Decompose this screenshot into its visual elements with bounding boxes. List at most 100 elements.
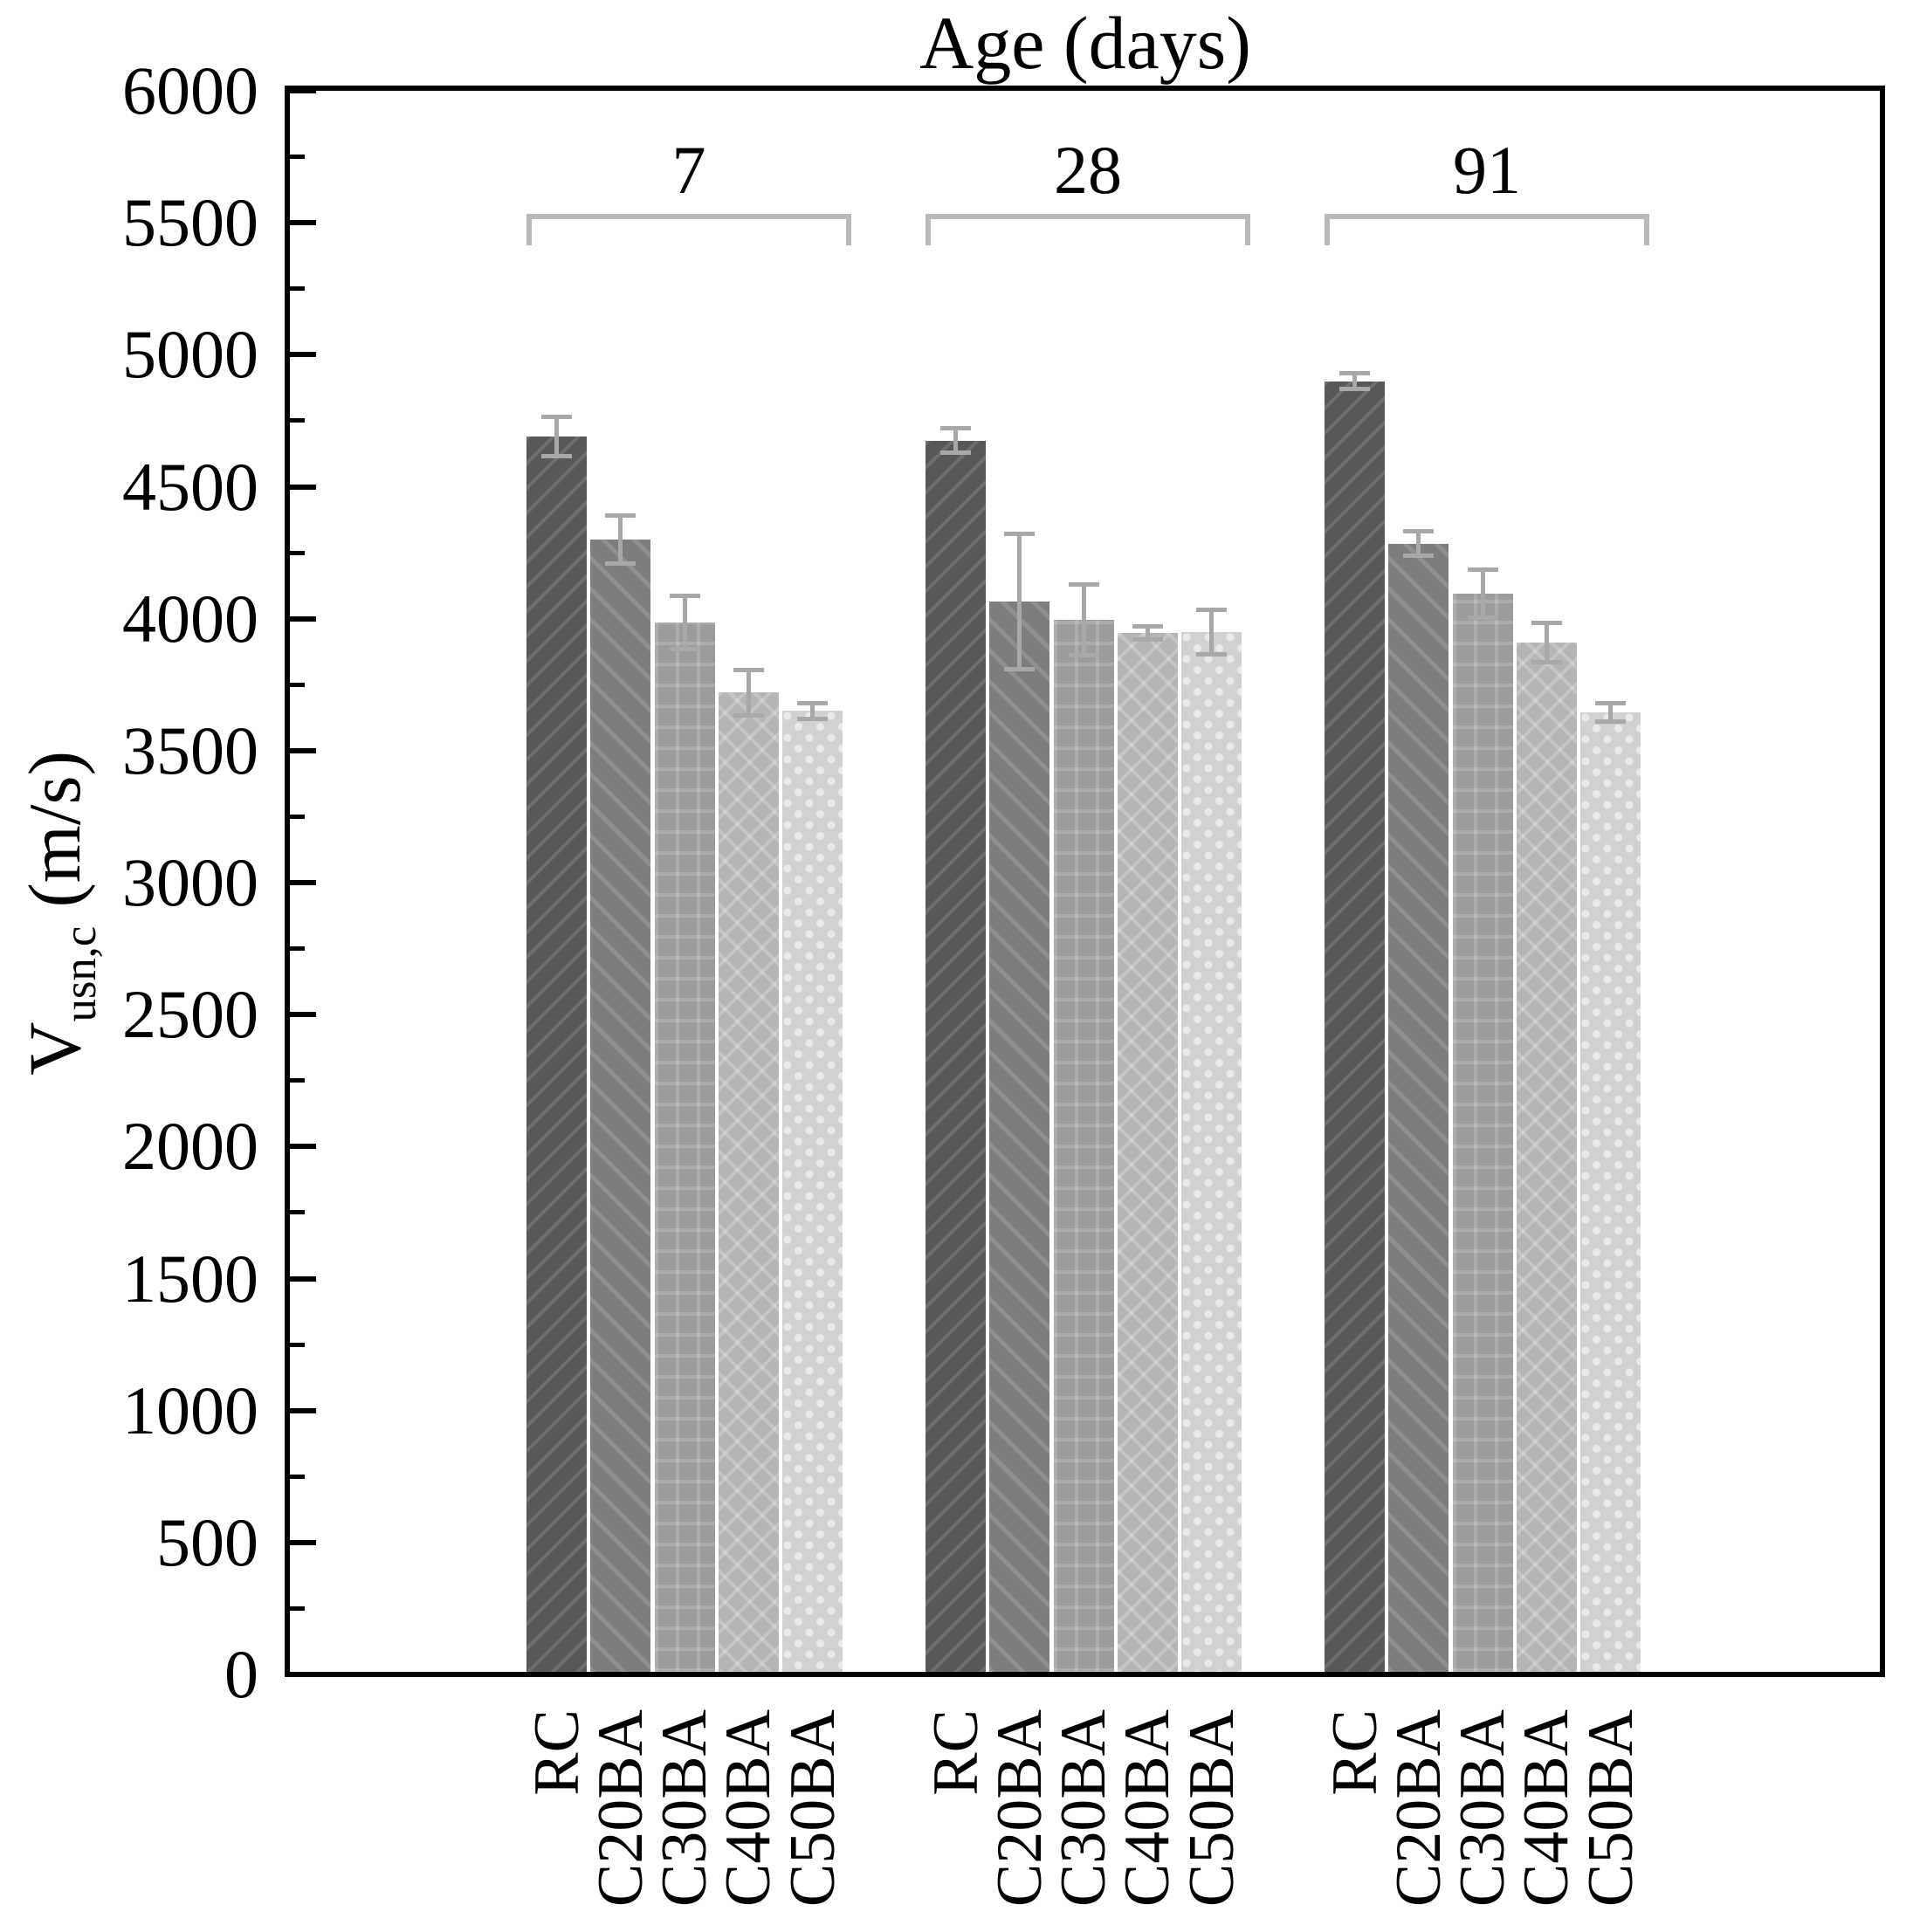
error-bar-cap-top bbox=[1339, 370, 1370, 375]
y-minor-tick bbox=[290, 286, 305, 292]
error-bar-cap-bottom bbox=[1531, 660, 1562, 665]
bar-c20ba-age91 bbox=[1388, 543, 1449, 1672]
error-bar-cap-bottom bbox=[733, 712, 764, 718]
error-bar-stem bbox=[1480, 569, 1485, 618]
bar-c30ba-age28 bbox=[1053, 620, 1114, 1672]
error-bar-stem bbox=[1145, 626, 1150, 640]
error-bar-cap-top bbox=[797, 700, 828, 705]
error-bar-cap-top bbox=[1595, 700, 1626, 705]
error-bar-cap-top bbox=[669, 594, 700, 599]
y-major-tick bbox=[290, 220, 316, 226]
bar-rc-age91 bbox=[1325, 381, 1385, 1672]
y-tick-label: 4500 bbox=[122, 448, 258, 525]
y-major-tick bbox=[290, 1012, 316, 1018]
bar-c40ba-age7 bbox=[718, 692, 779, 1672]
y-major-tick bbox=[290, 747, 316, 753]
y-tick-label: 500 bbox=[156, 1503, 258, 1580]
bar-c30ba-age7 bbox=[654, 622, 715, 1672]
y-minor-tick bbox=[290, 550, 305, 555]
error-bar-stem bbox=[810, 703, 815, 719]
bar-c50ba-age28 bbox=[1181, 631, 1242, 1672]
y-minor-tick bbox=[290, 814, 305, 819]
error-bar-cap-top bbox=[1196, 607, 1227, 612]
y-major-tick bbox=[290, 1539, 316, 1545]
error-bar-cap-top bbox=[1068, 581, 1099, 587]
x-tick-label-c30ba: C30BA bbox=[1048, 1709, 1119, 1908]
y-minor-tick bbox=[290, 1474, 305, 1479]
x-tick-label-c40ba: C40BA bbox=[1510, 1709, 1583, 1908]
error-bar-cap-top bbox=[1467, 567, 1498, 573]
error-bar-cap-top bbox=[1132, 624, 1163, 629]
error-bar-stem bbox=[1017, 533, 1022, 670]
x-tick-label-rc: RC bbox=[1318, 1709, 1391, 1796]
age-group-label: 28 bbox=[1054, 132, 1122, 208]
x-tick-label-c40ba: C40BA bbox=[1111, 1709, 1184, 1908]
x-tick-label-c50ba: C50BA bbox=[776, 1709, 849, 1908]
x-tick-label-c20ba: C20BA bbox=[983, 1709, 1056, 1908]
bar-c20ba-age28 bbox=[989, 602, 1050, 1672]
bar-rc-age28 bbox=[926, 440, 986, 1672]
error-bar-cap-top bbox=[733, 668, 764, 673]
error-bar-cap-top bbox=[605, 513, 637, 519]
y-tick-label: 6000 bbox=[122, 52, 258, 128]
y-minor-tick bbox=[290, 946, 305, 952]
y-minor-tick bbox=[290, 155, 305, 160]
y-tick-label: 5000 bbox=[122, 316, 258, 393]
y-minor-tick bbox=[290, 418, 305, 423]
x-tick-label-rc: RC bbox=[919, 1709, 992, 1796]
bar-c50ba-age7 bbox=[782, 711, 843, 1672]
x-tick-label-c50ba: C50BA bbox=[1175, 1709, 1248, 1908]
error-bar-cap-bottom bbox=[1068, 653, 1099, 658]
error-bar-cap-bottom bbox=[541, 454, 572, 459]
error-bar-cap-bottom bbox=[1403, 553, 1435, 558]
y-major-tick bbox=[290, 1407, 316, 1413]
y-tick-label: 3500 bbox=[122, 712, 258, 788]
x-tick-label-rc: RC bbox=[520, 1709, 593, 1796]
age-group-bracket bbox=[1325, 214, 1649, 245]
error-bar-stem bbox=[1209, 609, 1214, 655]
error-bar-cap-bottom bbox=[669, 646, 700, 651]
y-tick-label: 1000 bbox=[122, 1372, 258, 1448]
bar-c40ba-age28 bbox=[1117, 633, 1178, 1672]
age-group-label: 7 bbox=[671, 132, 706, 208]
y-tick-label: 0 bbox=[224, 1636, 258, 1712]
error-bar-cap-bottom bbox=[605, 560, 637, 566]
error-bar-stem bbox=[554, 416, 559, 457]
y-major-tick bbox=[290, 484, 316, 490]
y-tick-label: 5500 bbox=[122, 184, 258, 261]
bar-c50ba-age91 bbox=[1580, 712, 1641, 1672]
error-bar-cap-bottom bbox=[1004, 666, 1036, 671]
y-major-tick bbox=[290, 1144, 316, 1150]
y-minor-tick bbox=[290, 1210, 305, 1215]
x-tick-label-c50ba: C50BA bbox=[1574, 1709, 1647, 1908]
error-bar-stem bbox=[1416, 531, 1421, 556]
y-major-tick bbox=[290, 88, 316, 93]
age-group-bracket bbox=[526, 214, 851, 245]
x-tick-label-c30ba: C30BA bbox=[1447, 1709, 1518, 1908]
error-bar-stem bbox=[682, 595, 687, 650]
y-minor-tick bbox=[290, 1605, 305, 1611]
y-minor-tick bbox=[290, 1078, 305, 1083]
x-tick-label-c20ba: C20BA bbox=[584, 1709, 657, 1908]
x-tick-label-c30ba: C30BA bbox=[649, 1709, 720, 1908]
y-tick-label: 4000 bbox=[122, 580, 258, 657]
x-tick-label-c40ba: C40BA bbox=[712, 1709, 785, 1908]
error-bar-cap-bottom bbox=[1132, 637, 1163, 643]
age-group-bracket bbox=[926, 214, 1250, 245]
error-bar-cap-top bbox=[1531, 620, 1562, 625]
error-bar-cap-bottom bbox=[797, 717, 828, 722]
error-bar-cap-bottom bbox=[940, 450, 971, 455]
age-group-label: 91 bbox=[1453, 132, 1521, 208]
error-bar-stem bbox=[1544, 622, 1549, 663]
error-bar-stem bbox=[1608, 703, 1613, 722]
chart-title: Age (days) bbox=[919, 1, 1251, 85]
y-major-tick bbox=[290, 352, 316, 358]
error-bar-cap-top bbox=[541, 414, 572, 419]
y-tick-label: 2000 bbox=[122, 1108, 258, 1185]
x-tick-label-c20ba: C20BA bbox=[1382, 1709, 1455, 1908]
y-tick-label: 1500 bbox=[122, 1240, 258, 1317]
error-bar-stem bbox=[1081, 584, 1086, 656]
y-major-tick bbox=[290, 1672, 316, 1677]
error-bar-stem bbox=[1352, 373, 1357, 389]
